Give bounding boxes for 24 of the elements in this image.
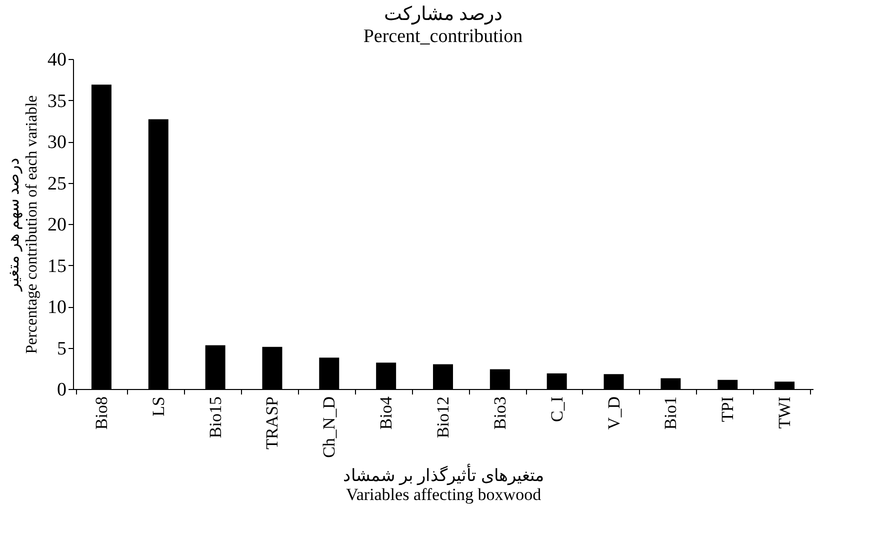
x-tick-label: TRASP (262, 396, 282, 450)
x-tick-label: LS (148, 396, 168, 416)
y-tick-label: 35 (48, 90, 66, 112)
x-tick-label: V_D (604, 396, 624, 430)
y-tick-label: 25 (48, 173, 66, 194)
y-tick-label: 30 (48, 132, 66, 153)
y-tick-label: 40 (48, 50, 66, 70)
y-tick-label: 0 (57, 380, 66, 400)
x-tick-label: TWI (775, 396, 794, 429)
x-tick-label: Bio1 (661, 396, 680, 430)
chart-subtitle: Percent_contribution (363, 26, 524, 47)
x-tick-label: C_I (547, 396, 566, 422)
chart-title: درصد مشارکت (384, 4, 502, 25)
y-tick-label: 20 (48, 214, 66, 236)
x-tick-label: Bio15 (206, 396, 225, 438)
x-tick-label: TPI (718, 396, 738, 422)
y-tick-label: 5 (57, 338, 66, 360)
x-tick-label: Ch_N_D (320, 396, 339, 458)
x-tick-label: Bio12 (434, 396, 452, 438)
x-tick-label: Bio4 (376, 396, 396, 430)
y-tick-label: 10 (48, 297, 66, 318)
y-tick-label: 15 (48, 256, 66, 277)
x-tick-label: Bio3 (490, 396, 510, 430)
x-tick-label: Bio8 (92, 396, 111, 430)
